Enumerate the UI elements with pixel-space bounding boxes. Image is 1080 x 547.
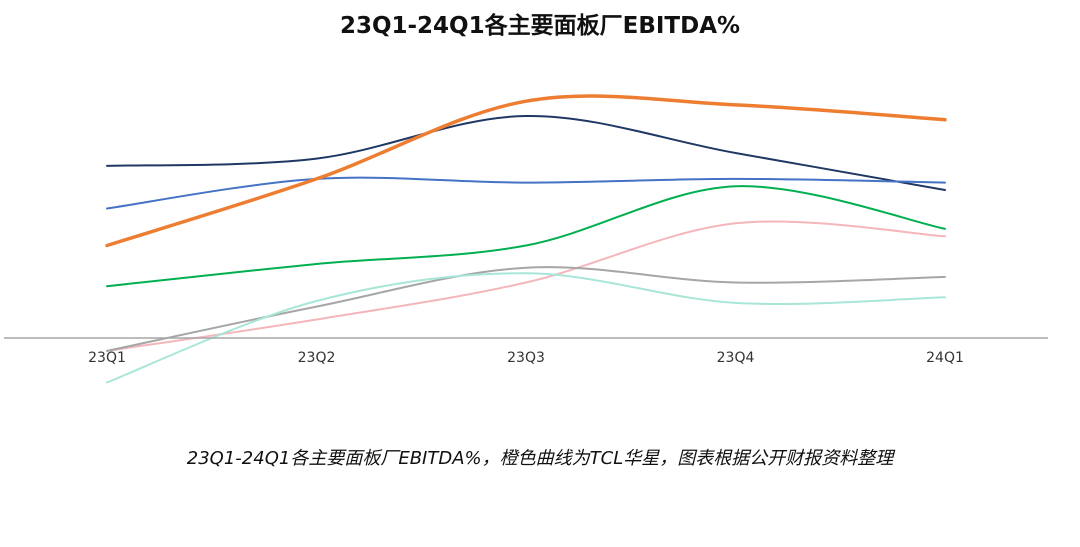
series-line-6 xyxy=(106,266,946,352)
x-tick-label: 23Q1 xyxy=(88,350,126,366)
series-line-1 xyxy=(106,114,946,191)
series-line-3 xyxy=(105,94,947,248)
x-tick-label: 23Q2 xyxy=(298,350,336,366)
x-tick-label: 23Q4 xyxy=(717,350,755,366)
chart-title: 23Q1-24Q1各主要面板厂EBITDA% xyxy=(339,13,741,39)
chart-caption: 23Q1-24Q1各主要面板厂EBITDA%，橙色曲线为TCL华星，图表根据公开… xyxy=(186,448,894,469)
series-line-4 xyxy=(106,185,946,288)
x-tick-label: 24Q1 xyxy=(926,350,964,366)
series-line-2 xyxy=(106,176,946,210)
x-tick-label: 23Q3 xyxy=(507,350,545,366)
series-line-7 xyxy=(106,272,946,384)
series-layer xyxy=(105,94,947,384)
x-axis-tick-labels: 23Q1 23Q2 23Q3 23Q4 24Q1 xyxy=(88,350,964,366)
series-line-5 xyxy=(106,220,946,352)
